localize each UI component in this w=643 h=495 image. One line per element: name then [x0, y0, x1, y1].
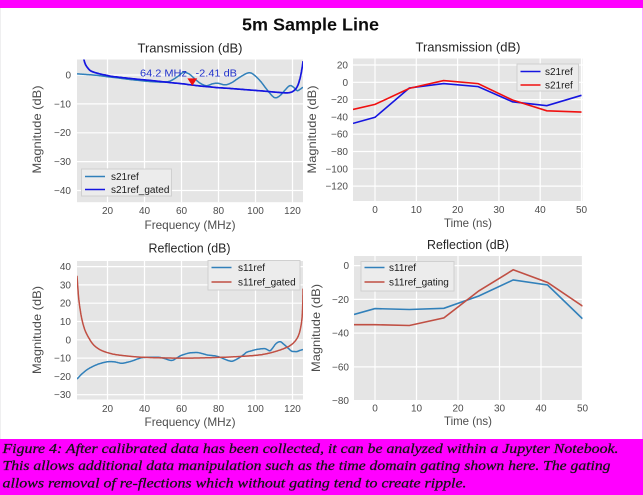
svg-text:−30: −30	[54, 157, 71, 168]
svg-text:This allows additional data ma: This allows additional data manipulation…	[3, 458, 611, 473]
svg-text:40: 40	[60, 262, 72, 273]
svg-text:30: 30	[60, 280, 72, 291]
svg-text:−80: −80	[331, 147, 348, 158]
svg-text:0: 0	[372, 205, 378, 216]
svg-text:100: 100	[247, 404, 264, 415]
svg-text:20: 20	[60, 299, 72, 310]
svg-text:40: 40	[535, 404, 547, 415]
svg-text:−30: −30	[54, 390, 71, 401]
svg-text:s11ref: s11ref	[389, 263, 416, 274]
svg-text:20: 20	[337, 61, 349, 72]
svg-text:30: 30	[493, 205, 505, 216]
svg-text:s21ref: s21ref	[545, 81, 573, 92]
svg-text:Reflection (dB): Reflection (dB)	[149, 242, 231, 256]
svg-text:−80: −80	[332, 396, 349, 407]
svg-text:0: 0	[343, 261, 349, 272]
svg-text:Time (ns): Time (ns)	[444, 414, 492, 428]
svg-text:0: 0	[65, 335, 71, 346]
svg-text:−40: −40	[332, 329, 349, 340]
svg-text:10: 10	[411, 205, 423, 216]
svg-text:Transmission (dB): Transmission (dB)	[138, 41, 243, 55]
svg-text:−100: −100	[325, 164, 348, 175]
svg-text:s11ref: s11ref	[238, 263, 265, 274]
svg-text:−40: −40	[331, 112, 348, 123]
svg-text:100: 100	[247, 206, 264, 217]
svg-text:64.2 MHz -2.41 dB: 64.2 MHz -2.41 dB	[140, 69, 237, 80]
svg-text:Magnitude (dB): Magnitude (dB)	[309, 284, 323, 372]
svg-text:s21ref: s21ref	[545, 67, 573, 78]
svg-text:40: 40	[139, 404, 151, 415]
svg-text:−60: −60	[331, 130, 348, 141]
svg-text:allows removal of re-flections: allows removal of re-flections which wit…	[3, 476, 467, 491]
svg-text:Figure 4: After calibrated dat: Figure 4: After calibrated data has been…	[1, 441, 618, 456]
svg-text:s21ref: s21ref	[111, 172, 139, 183]
svg-text:Magnitude (dB): Magnitude (dB)	[30, 286, 44, 374]
svg-text:120: 120	[284, 404, 301, 415]
svg-text:−20: −20	[54, 128, 71, 139]
svg-text:20: 20	[102, 206, 114, 217]
svg-text:50: 50	[576, 205, 588, 216]
svg-text:−20: −20	[332, 295, 349, 306]
svg-text:0: 0	[342, 78, 348, 89]
svg-text:10: 10	[411, 404, 423, 415]
svg-text:10: 10	[60, 317, 72, 328]
svg-text:s21ref_gated: s21ref_gated	[111, 185, 169, 196]
svg-text:80: 80	[213, 206, 225, 217]
svg-text:−10: −10	[54, 99, 71, 110]
svg-text:−20: −20	[54, 372, 71, 383]
svg-text:50: 50	[577, 404, 589, 415]
svg-text:40: 40	[139, 206, 151, 217]
svg-text:40: 40	[535, 205, 547, 216]
svg-text:0: 0	[65, 71, 71, 82]
svg-text:20: 20	[452, 404, 464, 415]
svg-text:Time (ns): Time (ns)	[444, 216, 492, 230]
svg-text:60: 60	[176, 206, 188, 217]
svg-text:Reflection (dB): Reflection (dB)	[427, 238, 509, 252]
svg-text:−20: −20	[331, 95, 348, 106]
svg-text:20: 20	[102, 404, 114, 415]
svg-text:Frequency (MHz): Frequency (MHz)	[145, 415, 236, 429]
svg-text:−10: −10	[54, 354, 71, 365]
svg-text:s11ref_gated: s11ref_gated	[238, 278, 296, 289]
svg-text:Magnitude (dB): Magnitude (dB)	[30, 86, 44, 174]
svg-text:20: 20	[452, 205, 464, 216]
svg-text:−60: −60	[332, 362, 349, 373]
svg-text:Magnitude (dB): Magnitude (dB)	[305, 86, 319, 174]
svg-text:80: 80	[213, 404, 225, 415]
svg-text:120: 120	[284, 206, 301, 217]
svg-text:5m Sample Line: 5m Sample Line	[242, 15, 379, 35]
svg-text:s11ref_gating: s11ref_gating	[389, 278, 449, 289]
svg-text:0: 0	[372, 404, 378, 415]
svg-text:−40: −40	[54, 186, 71, 197]
svg-text:Transmission (dB): Transmission (dB)	[416, 40, 521, 54]
svg-text:Frequency (MHz): Frequency (MHz)	[145, 218, 236, 232]
svg-text:30: 30	[494, 404, 506, 415]
svg-text:−120: −120	[325, 182, 348, 193]
svg-text:60: 60	[176, 404, 188, 415]
